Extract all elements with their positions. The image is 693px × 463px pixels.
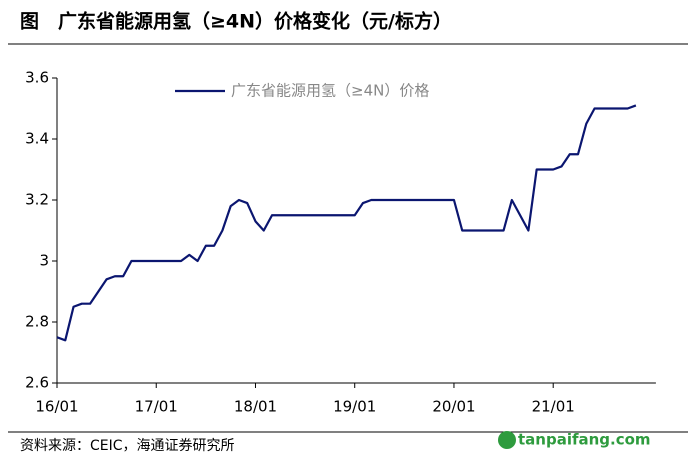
- source-note: 资料来源：CEIC，海通证券研究所: [20, 438, 235, 454]
- x-tick-label: 17/01: [135, 398, 178, 416]
- y-tick-label: 3.4: [25, 130, 49, 148]
- watermark: tanpaifang.com: [518, 431, 651, 449]
- y-tick-label: 3.6: [25, 69, 49, 87]
- legend-label: 广东省能源用氢（≥4N）价格: [231, 82, 429, 100]
- watermark-logo: [498, 431, 516, 449]
- x-tick-label: 21/01: [532, 398, 575, 416]
- series-line: [56, 104, 637, 342]
- x-tick-label: 18/01: [234, 398, 277, 416]
- y-tick-label: 2.8: [25, 313, 49, 331]
- y-tick-label: 2.6: [25, 374, 49, 392]
- y-tick-label: 3: [39, 252, 49, 270]
- y-tick-label: 3.2: [25, 191, 49, 209]
- chart-title: 图 广东省能源用氢（≥4N）价格变化（元/标方）: [20, 10, 452, 33]
- x-tick-label: 16/01: [35, 398, 78, 416]
- x-tick-label: 20/01: [432, 398, 475, 416]
- x-tick-label: 19/01: [333, 398, 376, 416]
